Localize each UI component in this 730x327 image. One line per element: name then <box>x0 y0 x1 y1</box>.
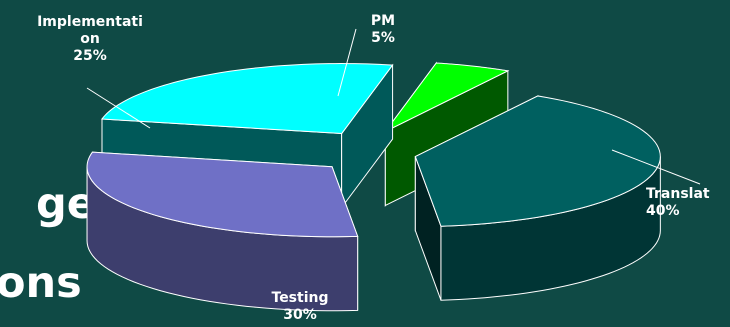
pie-slice-translat <box>414 95 661 301</box>
leader-line-pm <box>337 28 357 97</box>
slide-title-line-2: ons <box>0 258 82 308</box>
slice-label-implementation: Implementati on 25% <box>37 14 143 64</box>
pie-slice-testing <box>86 151 359 312</box>
leader-line-translat <box>611 149 701 185</box>
leader-line-implementation <box>86 87 151 129</box>
slice-label-pm: PM 5% <box>371 13 395 46</box>
slice-label-testing: Testing 30% <box>272 290 329 323</box>
slide-title-line-1: ge <box>36 179 96 229</box>
slice-label-translat: Translat 40% <box>646 186 710 219</box>
